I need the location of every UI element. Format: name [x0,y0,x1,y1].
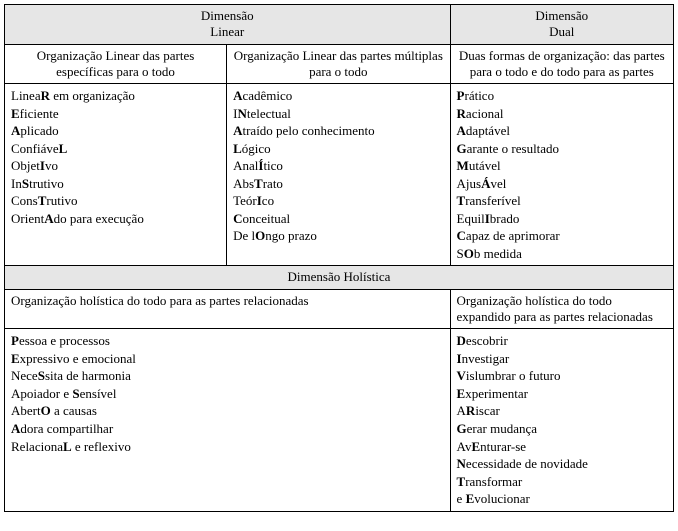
list-item: Pessoa e processos [11,332,444,350]
header-linear-line1: Dimensão [11,8,444,24]
list-item: Vislumbrar o futuro [457,367,667,385]
list-item: NeceSsita de harmonia [11,367,444,385]
list-item: Aplicado [11,122,220,140]
list-item: LineaR em organização [11,87,220,105]
list-item: Capaz de aprimorar [457,227,667,245]
subheader-col2: Organização Linear das partes múltiplas … [227,44,450,84]
holistic-left-list: Pessoa e processosExpressivo e emocional… [5,329,451,511]
list-item: Garante o resultado [457,140,667,158]
header-dual: Dimensão Dual [450,5,673,45]
list-item: ConsTrutivo [11,192,220,210]
list-item: Atraído pelo conhecimento [233,122,443,140]
list-item: Transferível [457,192,667,210]
list-item: Conceitual [233,210,443,228]
linear-col1-list: LineaR em organizaçãoEficienteAplicadoCo… [5,84,227,266]
list-item: INtelectual [233,105,443,123]
header-holistic: Dimensão Holística [5,266,674,289]
header-linear-line2: Linear [11,24,444,40]
list-item: Descobrir [457,332,667,350]
subheader-col1: Organização Linear das partes específica… [5,44,227,84]
list-item: SOb medida [457,245,667,263]
list-item: Investigar [457,350,667,368]
list-item: Prático [457,87,667,105]
list-item: AbertO a causas [11,402,444,420]
list-item: De lOngo prazo [233,227,443,245]
list-item: Experimentar [457,385,667,403]
subheader-holistic-left: Organização holística do todo para as pa… [5,289,451,329]
dual-col-list: PráticoRacionalAdaptávelGarante o result… [450,84,673,266]
list-item: e Evolucionar [457,490,667,508]
list-item: OrientAdo para execução [11,210,220,228]
subheader-col3: Duas formas de organização: das partes p… [450,44,673,84]
list-item: EquilIbrado [457,210,667,228]
list-item: AjusÁvel [457,175,667,193]
list-item: Transformar [457,473,667,491]
list-item: TeórIco [233,192,443,210]
list-item: ConfiáveL [11,140,220,158]
list-item: ARiscar [457,402,667,420]
list-item: Necessidade de novidade [457,455,667,473]
list-item: AvEnturar-se [457,438,667,456]
list-item: Adora compartilhar [11,420,444,438]
list-item: AnalÍtico [233,157,443,175]
list-item: Apoiador e Sensível [11,385,444,403]
list-item: ObjetIvo [11,157,220,175]
list-item: Lógico [233,140,443,158]
header-dual-line2: Dual [457,24,667,40]
list-item: RelacionaL e reflexivo [11,438,444,456]
subheader-holistic-right: Organização holística do todo expandido … [450,289,673,329]
list-item: Gerar mudança [457,420,667,438]
linear-col2-list: AcadêmicoINtelectualAtraído pelo conheci… [227,84,450,266]
list-item: Acadêmico [233,87,443,105]
holistic-right-list: DescobrirInvestigarVislumbrar o futuroEx… [450,329,673,511]
dimensions-table: Dimensão Linear Dimensão Dual Organizaçã… [4,4,674,512]
header-linear: Dimensão Linear [5,5,451,45]
list-item: Mutável [457,157,667,175]
list-item: Adaptável [457,122,667,140]
list-item: Expressivo e emocional [11,350,444,368]
list-item: Racional [457,105,667,123]
list-item: Eficiente [11,105,220,123]
header-dual-line1: Dimensão [457,8,667,24]
list-item: AbsTrato [233,175,443,193]
list-item: InStrutivo [11,175,220,193]
